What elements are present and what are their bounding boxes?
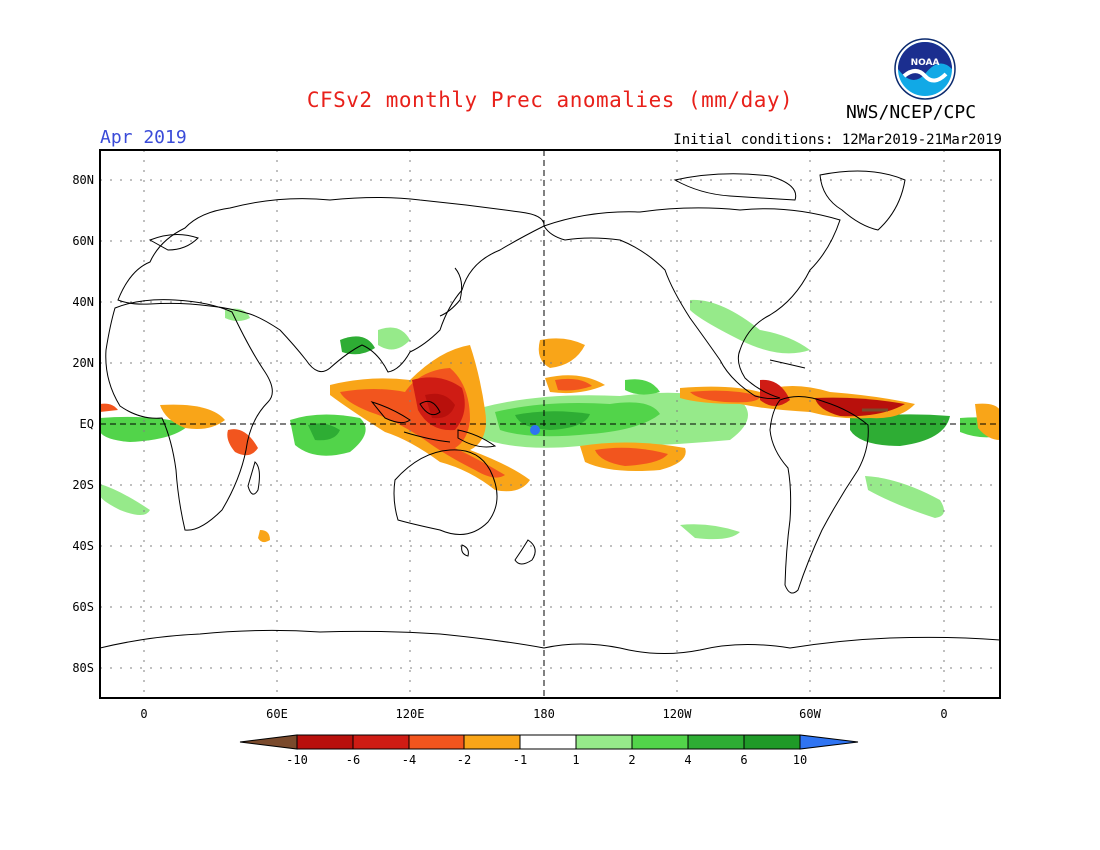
anomaly-field [100,299,1000,543]
map-title: CFSv2 monthly Prec anomalies (mm/day) [306,88,794,112]
colorbar-segment [743,734,801,750]
continent-outline [769,396,869,594]
colorbar-segment [519,734,577,750]
continent-outline [370,401,411,424]
lat-label: 40N [72,295,94,309]
colorbar-segment [463,734,521,750]
anomaly-region [258,530,270,543]
anomaly-region [760,379,790,406]
colorbar-segment [631,734,689,750]
continent-outline [819,170,906,231]
lat-axis: 80N 60N 40N 20N EQ 20S 40S 60S 80S [72,173,94,675]
anomaly-region [100,403,118,412]
colorbar-segment [575,734,633,750]
lat-label: EQ [80,417,94,431]
anomaly-region [680,524,740,540]
continent-outline [419,400,441,416]
anomaly-region [865,476,944,518]
lat-label: 20S [72,478,94,492]
forecast-month-label: Apr 2019 [100,127,187,148]
anomaly-region [595,447,668,466]
colorbar-label: 2 [628,753,635,767]
anomaly-region [975,403,1000,440]
lat-label: 60S [72,600,94,614]
noaa-logo-icon: NOAA [894,38,956,100]
lat-label: 80N [72,173,94,187]
anomaly-region [555,378,592,391]
anomaly-region [815,397,905,417]
continent-outline [457,429,497,448]
anomaly-region [690,390,760,403]
continent-outline [769,359,806,369]
lon-label: 0 [140,707,147,721]
lon-label: 60W [799,707,821,721]
continent-outline [514,539,536,565]
continent-outline [543,207,841,400]
continent-outline [393,449,498,535]
continent-outline [117,197,545,373]
anomaly-region [625,379,660,395]
anomaly-region [530,425,540,435]
colorbar-label: 1 [572,753,579,767]
graticule [100,150,1000,698]
continent-outline [148,234,199,251]
colorbar-segment [296,734,354,750]
agency-label: NWS/NCEP/CPC [846,102,977,123]
anomaly-region [425,393,455,419]
anomaly-region [850,414,950,446]
anomaly-region [340,336,375,355]
lat-label: 80S [72,661,94,675]
anomaly-region [160,404,225,429]
colorbar-label: -6 [346,753,360,767]
continent-outline [403,431,451,443]
anomaly-region [378,327,410,350]
anomaly-region [538,338,585,368]
lon-label: 120W [663,707,693,721]
colorbar-label: -10 [286,753,308,767]
colorbar-segment [408,734,465,750]
anomaly-region [227,429,258,456]
colorbar-label: 6 [740,753,747,767]
anomaly-region [100,484,150,515]
lon-axis: 0 60E 120E 180 120W 60W 0 [140,707,947,721]
lat-label: 40S [72,539,94,553]
lon-label: 0 [940,707,947,721]
anomaly-region [100,416,190,442]
initial-conditions-label: Initial conditions: 12Mar2019-21Mar2019 [673,132,1002,148]
coastlines [100,170,1000,655]
colorbar-label: 4 [684,753,691,767]
continent-outline [105,299,273,531]
continent-outline [673,173,797,201]
logo-text: NOAA [911,58,940,68]
lat-label: 60N [72,234,94,248]
continent-outline [100,629,1000,655]
lon-label: 120E [396,707,425,721]
colorbar-segment [352,734,410,750]
continent-outline [461,544,469,557]
colorbar-label: 10 [793,753,807,767]
lon-label: 180 [533,707,555,721]
colorbar-segment [687,734,745,750]
continent-outline [439,267,463,317]
map-frame [99,149,1001,699]
anomaly-region [308,423,340,441]
anomaly-region [690,299,810,354]
colorbar-arrow-left [239,734,298,750]
colorbar-label: -1 [513,753,527,767]
colorbar-label: -4 [402,753,416,767]
continent-outline [247,461,260,495]
lat-label: 20N [72,356,94,370]
colorbar: -10 -6 -4 -2 -1 1 2 4 6 10 [239,734,859,767]
lon-label: 60E [266,707,288,721]
colorbar-arrow-right [799,734,859,750]
colorbar-label: -2 [457,753,471,767]
